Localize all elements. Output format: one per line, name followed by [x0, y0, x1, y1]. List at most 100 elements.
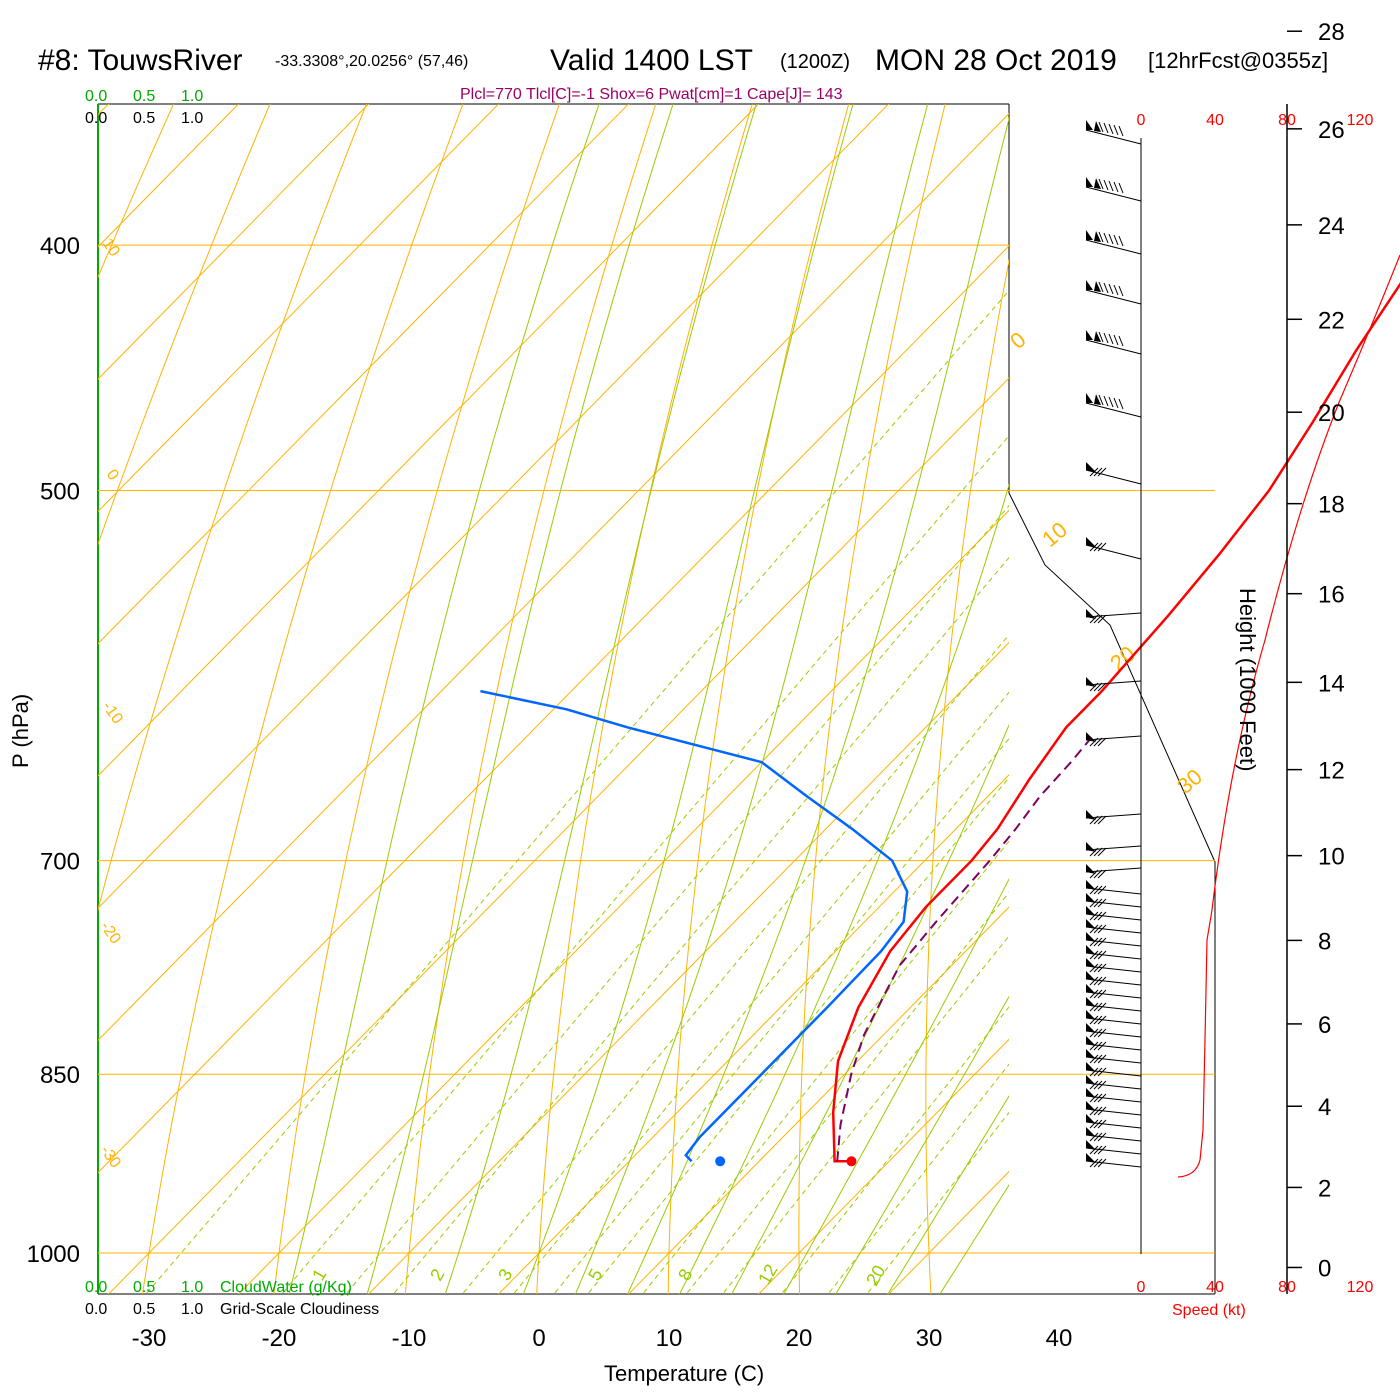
isotherm--130 — [0, 0, 370, 1307]
mixing-ratio-label-3: 3 — [494, 1265, 516, 1284]
temperature-tick--30: -30 — [132, 1325, 167, 1352]
stability-indices: Plcl=770 Tlcl[C]=-1 Shox=6 Pwat[cm]=1 Ca… — [460, 86, 843, 103]
wind-barb-5 — [1085, 393, 1142, 418]
wind-barb-12 — [1085, 842, 1142, 857]
moist-adiabat--16 — [288, 104, 600, 1294]
pressure-tick-400: 400 — [40, 233, 80, 260]
wind-barb-27 — [1085, 1049, 1142, 1064]
wind-barb-23 — [1085, 997, 1142, 1012]
wind-barb-3 — [1085, 280, 1142, 305]
wind-barb-0 — [1085, 120, 1142, 145]
cloudiness-legend: Grid-Scale Cloudiness — [220, 1301, 379, 1318]
isotherm--80 — [98, 104, 630, 645]
isotherm-50 — [1136, 0, 1400, 1307]
isotherm-label-30: 30 — [1172, 764, 1207, 799]
moist-adiabat-2 — [522, 104, 854, 1294]
cloudwater-tick-0: 0.0 — [85, 88, 107, 105]
height-tick-20: 20 — [1318, 400, 1345, 427]
dewpoint-profile-line — [480, 689, 909, 1163]
mixing-ratio-0.4 — [145, 289, 1009, 1294]
wind-barb-14 — [1085, 880, 1142, 895]
cloudiness-tick-0: 0.0 — [85, 1301, 107, 1318]
wind-barb-15 — [1085, 893, 1142, 908]
speed-tick-bottom-120: 120 — [1347, 1279, 1374, 1296]
pressure-axis-label: P (hPa) — [8, 694, 33, 768]
height-axis-label: Height (1000 Feet) — [1235, 588, 1260, 771]
dry-adiabat--50 — [98, 104, 271, 546]
dry-adiabat-label-m20: -20 — [97, 919, 124, 948]
height-tick-14: 14 — [1318, 670, 1345, 697]
mixing-ratio-2 — [392, 556, 1009, 1294]
pressure-tick-850: 850 — [40, 1062, 80, 1089]
wind-barb-24 — [1085, 1010, 1142, 1025]
dry-adiabat-label-0: 0 — [103, 467, 122, 484]
mixing-ratio-1 — [281, 434, 1009, 1294]
wind-barbs — [1085, 120, 1142, 1168]
forecast-info: [12hrFcst@0355z] — [1148, 48, 1328, 73]
moist-adiabat-18 — [731, 723, 1009, 1294]
zulu-time: (1200Z) — [780, 51, 850, 73]
temperature-axis-label: Temperature (C) — [604, 1361, 764, 1386]
valid-date: MON 28 Oct 2019 — [875, 44, 1117, 77]
moist-adiabat-14 — [679, 483, 1009, 1294]
dry-adiabat-60 — [1283, 0, 1400, 1296]
cloudwater-tick-2: 1.0 — [181, 88, 203, 105]
mixing-ratio-label-2: 2 — [426, 1265, 448, 1284]
moist-adiabat-26 — [835, 995, 1009, 1294]
moist-adiabat-lines — [288, 104, 1009, 1294]
dry-adiabat--30 — [142, 104, 464, 1294]
mixing-ratio-label-20: 20 — [862, 1262, 889, 1289]
mixing-ratio-1.5 — [345, 504, 1009, 1294]
pressure-tick-1000: 1000 — [27, 1241, 80, 1268]
temperature-tick-30: 30 — [916, 1325, 943, 1352]
isotherm--40 — [98, 245, 1009, 1174]
temperature-tick-20: 20 — [786, 1325, 813, 1352]
mixing-ratio-label-8: 8 — [674, 1265, 696, 1284]
wind-barb-4 — [1085, 330, 1142, 355]
temperature-tick-0: 0 — [532, 1325, 545, 1352]
surface-dewpoint-marker — [715, 1156, 726, 1167]
height-tick-16: 16 — [1318, 582, 1345, 609]
height-tick-10: 10 — [1318, 844, 1345, 871]
dry-adiabat-30 — [925, 258, 1009, 1294]
wind-barb-35 — [1085, 1153, 1142, 1168]
moist-adiabat-6 — [574, 104, 929, 1294]
wind-barb-17 — [1085, 919, 1142, 934]
speed-axis-label: Speed (kt) — [1172, 1302, 1246, 1319]
wind-barb-25 — [1085, 1023, 1142, 1038]
wind-barb-32 — [1085, 1114, 1142, 1129]
height-tick-22: 22 — [1318, 307, 1345, 334]
wind-barb-30 — [1085, 1088, 1142, 1103]
isotherm-label-10: 10 — [1037, 517, 1072, 552]
temperature-axis: -30 -20 -10 0 10 20 30 40 — [132, 1325, 1073, 1352]
dry-adiabat-label-m30: -30 — [97, 1143, 124, 1172]
wind-barb-31 — [1085, 1101, 1142, 1116]
dry-adiabat-label-m10: -10 — [99, 699, 126, 728]
isobar-lines — [98, 244, 1215, 1254]
wind-barb-20 — [1085, 958, 1142, 973]
wind-barb-19 — [1085, 945, 1142, 960]
isotherm-lines — [0, 0, 1400, 1307]
wind-barb-7 — [1085, 537, 1142, 560]
height-tick-6: 6 — [1318, 1012, 1331, 1039]
wind-barb-16 — [1085, 906, 1142, 921]
isotherm--10 — [367, 641, 1009, 1294]
height-axis: 02468101214161820222426283032 — [1287, 19, 1345, 1282]
speed-tick-top-0: 0 — [1137, 112, 1146, 129]
pressure-axis: 2503004005007008501000 — [27, 233, 80, 1268]
isotherm--20 — [237, 509, 1009, 1294]
isotherm--30 — [107, 377, 1009, 1294]
height-tick-28: 28 — [1318, 19, 1345, 46]
mixing-ratio-lines — [145, 289, 1009, 1294]
mixing-ratio-label-5: 5 — [584, 1265, 606, 1284]
mixing-ratio-6 — [587, 776, 1009, 1294]
dry-adiabat--10 — [404, 104, 657, 1294]
dry-adiabat--20 — [273, 104, 560, 1294]
mixing-ratio-8 — [641, 840, 1009, 1294]
surface-temperature-marker — [846, 1156, 857, 1167]
isotherm--50 — [98, 112, 1009, 1042]
station-coords: -33.3308°,20.0256° (57,46) — [275, 53, 468, 70]
wind-barb-28 — [1085, 1062, 1142, 1077]
dry-adiabat-10 — [667, 104, 850, 1294]
height-tick-2: 2 — [1318, 1175, 1331, 1202]
